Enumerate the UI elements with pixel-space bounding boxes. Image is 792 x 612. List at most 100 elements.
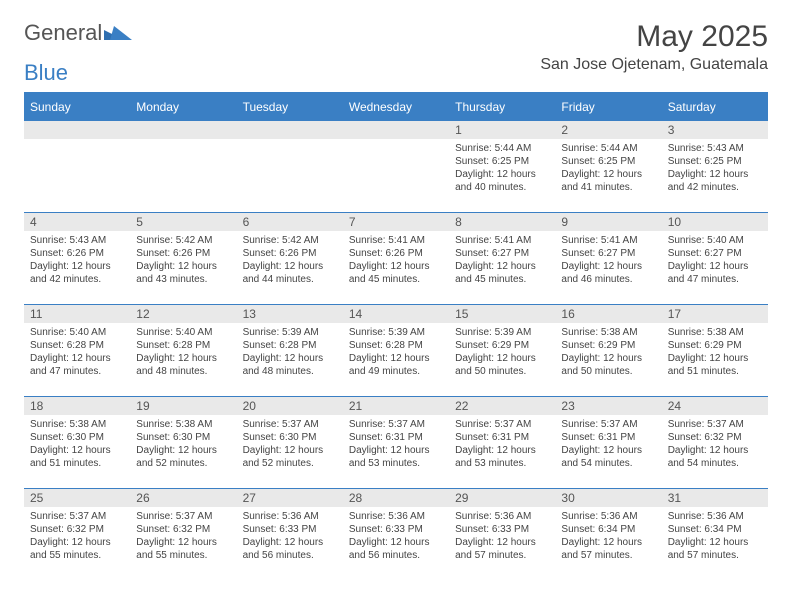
day-info: Sunrise: 5:44 AMSunset: 6:25 PMDaylight:…: [555, 139, 661, 198]
day-cell: 8Sunrise: 5:41 AMSunset: 6:27 PMDaylight…: [449, 213, 555, 305]
weekday-header-row: SundayMondayTuesdayWednesdayThursdayFrid…: [24, 93, 768, 121]
day-info: Sunrise: 5:41 AMSunset: 6:27 PMDaylight:…: [449, 231, 555, 290]
day-number: 31: [662, 489, 768, 507]
day-number: 26: [130, 489, 236, 507]
day-info: Sunrise: 5:44 AMSunset: 6:25 PMDaylight:…: [449, 139, 555, 198]
day-cell: 29Sunrise: 5:36 AMSunset: 6:33 PMDayligh…: [449, 489, 555, 581]
day-number: 13: [237, 305, 343, 323]
weekday-friday: Friday: [555, 93, 661, 121]
day-info: Sunrise: 5:36 AMSunset: 6:34 PMDaylight:…: [662, 507, 768, 566]
empty-daynum: [237, 121, 343, 139]
day-info: Sunrise: 5:42 AMSunset: 6:26 PMDaylight:…: [130, 231, 236, 290]
weekday-thursday: Thursday: [449, 93, 555, 121]
day-info: Sunrise: 5:39 AMSunset: 6:28 PMDaylight:…: [237, 323, 343, 382]
day-number: 17: [662, 305, 768, 323]
logo-text-b: Blue: [24, 60, 68, 85]
day-cell: 23Sunrise: 5:37 AMSunset: 6:31 PMDayligh…: [555, 397, 661, 489]
week-row: 11Sunrise: 5:40 AMSunset: 6:28 PMDayligh…: [24, 305, 768, 397]
logo: General: [24, 20, 132, 46]
day-number: 11: [24, 305, 130, 323]
day-cell: 24Sunrise: 5:37 AMSunset: 6:32 PMDayligh…: [662, 397, 768, 489]
day-number: 10: [662, 213, 768, 231]
empty-cell: [343, 121, 449, 213]
day-cell: 7Sunrise: 5:41 AMSunset: 6:26 PMDaylight…: [343, 213, 449, 305]
day-number: 20: [237, 397, 343, 415]
day-info: Sunrise: 5:43 AMSunset: 6:25 PMDaylight:…: [662, 139, 768, 198]
day-info: Sunrise: 5:40 AMSunset: 6:28 PMDaylight:…: [130, 323, 236, 382]
day-cell: 17Sunrise: 5:38 AMSunset: 6:29 PMDayligh…: [662, 305, 768, 397]
day-info: Sunrise: 5:37 AMSunset: 6:30 PMDaylight:…: [237, 415, 343, 474]
day-info: Sunrise: 5:41 AMSunset: 6:26 PMDaylight:…: [343, 231, 449, 290]
day-cell: 11Sunrise: 5:40 AMSunset: 6:28 PMDayligh…: [24, 305, 130, 397]
empty-daynum: [24, 121, 130, 139]
day-cell: 22Sunrise: 5:37 AMSunset: 6:31 PMDayligh…: [449, 397, 555, 489]
week-row: 18Sunrise: 5:38 AMSunset: 6:30 PMDayligh…: [24, 397, 768, 489]
day-cell: 27Sunrise: 5:36 AMSunset: 6:33 PMDayligh…: [237, 489, 343, 581]
day-number: 8: [449, 213, 555, 231]
empty-cell: [237, 121, 343, 213]
day-info: Sunrise: 5:36 AMSunset: 6:33 PMDaylight:…: [449, 507, 555, 566]
day-number: 2: [555, 121, 661, 139]
weekday-monday: Monday: [130, 93, 236, 121]
day-info: Sunrise: 5:37 AMSunset: 6:31 PMDaylight:…: [555, 415, 661, 474]
empty-cell: [24, 121, 130, 213]
weekday-sunday: Sunday: [24, 93, 130, 121]
day-cell: 30Sunrise: 5:36 AMSunset: 6:34 PMDayligh…: [555, 489, 661, 581]
week-row: 4Sunrise: 5:43 AMSunset: 6:26 PMDaylight…: [24, 213, 768, 305]
logo-text-a: General: [24, 20, 102, 46]
calendar-table: SundayMondayTuesdayWednesdayThursdayFrid…: [24, 92, 768, 581]
day-number: 3: [662, 121, 768, 139]
day-cell: 16Sunrise: 5:38 AMSunset: 6:29 PMDayligh…: [555, 305, 661, 397]
day-number: 14: [343, 305, 449, 323]
day-cell: 4Sunrise: 5:43 AMSunset: 6:26 PMDaylight…: [24, 213, 130, 305]
day-number: 6: [237, 213, 343, 231]
weekday-saturday: Saturday: [662, 93, 768, 121]
week-row: 25Sunrise: 5:37 AMSunset: 6:32 PMDayligh…: [24, 489, 768, 581]
day-info: Sunrise: 5:41 AMSunset: 6:27 PMDaylight:…: [555, 231, 661, 290]
day-number: 28: [343, 489, 449, 507]
day-cell: 6Sunrise: 5:42 AMSunset: 6:26 PMDaylight…: [237, 213, 343, 305]
weekday-tuesday: Tuesday: [237, 93, 343, 121]
day-cell: 15Sunrise: 5:39 AMSunset: 6:29 PMDayligh…: [449, 305, 555, 397]
day-number: 29: [449, 489, 555, 507]
day-cell: 20Sunrise: 5:37 AMSunset: 6:30 PMDayligh…: [237, 397, 343, 489]
day-cell: 12Sunrise: 5:40 AMSunset: 6:28 PMDayligh…: [130, 305, 236, 397]
day-number: 24: [662, 397, 768, 415]
day-number: 25: [24, 489, 130, 507]
month-title: May 2025: [540, 20, 768, 54]
day-number: 15: [449, 305, 555, 323]
empty-daynum: [343, 121, 449, 139]
day-info: Sunrise: 5:39 AMSunset: 6:28 PMDaylight:…: [343, 323, 449, 382]
day-cell: 21Sunrise: 5:37 AMSunset: 6:31 PMDayligh…: [343, 397, 449, 489]
day-info: Sunrise: 5:37 AMSunset: 6:32 PMDaylight:…: [130, 507, 236, 566]
day-info: Sunrise: 5:38 AMSunset: 6:29 PMDaylight:…: [555, 323, 661, 382]
empty-cell: [130, 121, 236, 213]
day-cell: 10Sunrise: 5:40 AMSunset: 6:27 PMDayligh…: [662, 213, 768, 305]
day-number: 9: [555, 213, 661, 231]
day-number: 21: [343, 397, 449, 415]
day-cell: 2Sunrise: 5:44 AMSunset: 6:25 PMDaylight…: [555, 121, 661, 213]
day-cell: 26Sunrise: 5:37 AMSunset: 6:32 PMDayligh…: [130, 489, 236, 581]
day-info: Sunrise: 5:39 AMSunset: 6:29 PMDaylight:…: [449, 323, 555, 382]
day-number: 1: [449, 121, 555, 139]
day-number: 30: [555, 489, 661, 507]
day-info: Sunrise: 5:36 AMSunset: 6:34 PMDaylight:…: [555, 507, 661, 566]
day-cell: 9Sunrise: 5:41 AMSunset: 6:27 PMDaylight…: [555, 213, 661, 305]
day-info: Sunrise: 5:40 AMSunset: 6:28 PMDaylight:…: [24, 323, 130, 382]
day-number: 23: [555, 397, 661, 415]
day-cell: 28Sunrise: 5:36 AMSunset: 6:33 PMDayligh…: [343, 489, 449, 581]
day-cell: 14Sunrise: 5:39 AMSunset: 6:28 PMDayligh…: [343, 305, 449, 397]
day-number: 22: [449, 397, 555, 415]
day-cell: 13Sunrise: 5:39 AMSunset: 6:28 PMDayligh…: [237, 305, 343, 397]
day-cell: 1Sunrise: 5:44 AMSunset: 6:25 PMDaylight…: [449, 121, 555, 213]
day-cell: 5Sunrise: 5:42 AMSunset: 6:26 PMDaylight…: [130, 213, 236, 305]
day-number: 7: [343, 213, 449, 231]
day-info: Sunrise: 5:40 AMSunset: 6:27 PMDaylight:…: [662, 231, 768, 290]
day-number: 5: [130, 213, 236, 231]
empty-daynum: [130, 121, 236, 139]
day-number: 16: [555, 305, 661, 323]
day-cell: 3Sunrise: 5:43 AMSunset: 6:25 PMDaylight…: [662, 121, 768, 213]
day-info: Sunrise: 5:36 AMSunset: 6:33 PMDaylight:…: [237, 507, 343, 566]
day-info: Sunrise: 5:37 AMSunset: 6:32 PMDaylight:…: [662, 415, 768, 474]
day-cell: 31Sunrise: 5:36 AMSunset: 6:34 PMDayligh…: [662, 489, 768, 581]
